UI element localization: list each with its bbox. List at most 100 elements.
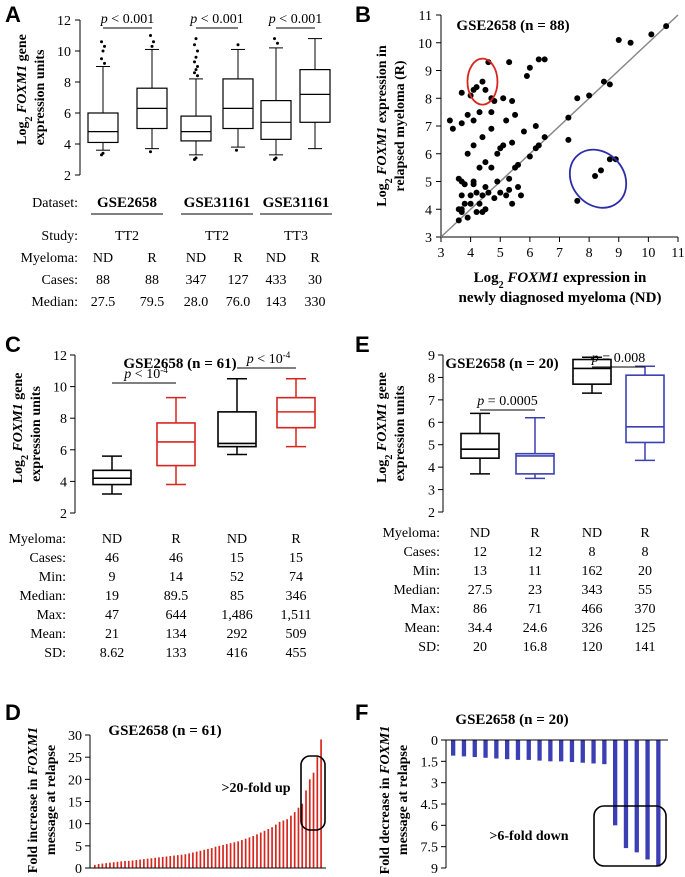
a-cell: ND xyxy=(266,251,286,266)
d-bar xyxy=(214,846,217,868)
e-row-label: Min: xyxy=(413,564,440,579)
d-bar xyxy=(229,843,232,868)
d-bar xyxy=(105,863,108,868)
d-bar xyxy=(97,864,100,868)
d-bar xyxy=(316,757,319,868)
f-bar xyxy=(526,740,531,760)
a-outlier xyxy=(100,40,103,44)
f-y-tick-label: 0 xyxy=(431,734,438,749)
f-bar xyxy=(656,740,661,867)
f-y-tick-label: 9 xyxy=(431,862,438,877)
e-row-label: Cases: xyxy=(403,545,440,560)
b-y-tick-label: 4 xyxy=(425,203,432,218)
d-bar xyxy=(192,852,194,868)
d-bar xyxy=(101,863,104,868)
f-y-tick-label: 4.5 xyxy=(421,798,439,813)
b-x-tick-label: 3 xyxy=(438,246,445,261)
b-point xyxy=(526,153,533,160)
a-y-tick-label: 12 xyxy=(57,14,71,29)
e-cell: 16.8 xyxy=(523,640,548,655)
f-bar xyxy=(623,740,629,849)
b-point xyxy=(615,36,622,43)
b-point xyxy=(476,164,483,171)
a-dataset-name: GSE2658 xyxy=(97,195,157,211)
d-bar xyxy=(218,845,221,868)
panel-letter-c: C xyxy=(5,332,21,357)
b-point xyxy=(470,142,477,149)
d-bar xyxy=(244,838,247,868)
c-cell: 15 xyxy=(230,551,244,566)
c-cell: ND xyxy=(102,532,122,547)
b-point xyxy=(606,81,613,88)
a-row-label: Myeloma: xyxy=(20,251,78,266)
d-bar xyxy=(124,860,126,868)
f-bar xyxy=(580,740,585,763)
d-bar xyxy=(176,855,179,868)
b-point xyxy=(491,195,498,202)
a-outlier xyxy=(149,34,152,37)
b-point xyxy=(470,86,477,93)
c-cell: 416 xyxy=(227,646,248,661)
b-highlight-ellipse xyxy=(568,148,628,209)
e-y-tick-label: 6 xyxy=(428,416,435,431)
c-y-tick-label: 4 xyxy=(60,475,67,490)
f-bar xyxy=(613,740,618,826)
f-bar xyxy=(451,740,456,756)
b-y-tick-label: 7 xyxy=(425,120,432,135)
b-point xyxy=(565,136,572,143)
d-y-tick-label: 15 xyxy=(68,796,82,811)
e-box xyxy=(625,374,665,444)
c-cell: 455 xyxy=(286,646,307,661)
d-bar xyxy=(282,820,285,868)
e-cell: 12 xyxy=(473,545,487,560)
e-cell: 20 xyxy=(638,564,652,579)
a-outlier xyxy=(274,156,278,160)
b-point xyxy=(600,78,607,85)
b-point xyxy=(470,181,477,188)
d-bar xyxy=(286,819,288,868)
d-bar xyxy=(158,857,160,868)
e-pvalue: p = 0.008 xyxy=(591,351,645,366)
e-y-tick-label: 8 xyxy=(428,371,435,386)
panel-letter-e: E xyxy=(355,332,370,357)
b-y-tick-label: 6 xyxy=(425,148,432,163)
e-cell: 125 xyxy=(635,621,656,636)
c-cell: 47 xyxy=(105,608,119,623)
a-outlier xyxy=(194,55,198,59)
b-point xyxy=(494,178,501,185)
d-bar xyxy=(146,858,149,868)
a-cell: 88 xyxy=(96,273,110,288)
c-cell: 133 xyxy=(166,646,187,661)
a-cell: 30 xyxy=(308,273,322,288)
e-row-label: Median: xyxy=(393,583,440,598)
a-outlier xyxy=(193,71,196,75)
b-point xyxy=(506,175,513,182)
b-x-tick-label: 4 xyxy=(467,246,474,261)
b-point xyxy=(476,200,483,207)
a-cell: 76.0 xyxy=(226,295,251,310)
a-outlier xyxy=(235,148,238,152)
b-point xyxy=(535,56,542,63)
a-outlier xyxy=(103,61,106,65)
a-cell: ND xyxy=(93,251,113,266)
b-point xyxy=(606,156,613,163)
d-bar xyxy=(271,827,273,868)
a-outlier xyxy=(100,57,103,61)
a-study-value: TT2 xyxy=(205,229,229,244)
d-bar xyxy=(278,821,281,868)
e-row-label: Mean: xyxy=(404,621,440,636)
b-point xyxy=(535,142,542,149)
c-pvalue: p < 10-4 xyxy=(123,365,168,382)
e-y-tick-label: 9 xyxy=(428,349,435,364)
e-cell: 27.5 xyxy=(468,583,493,598)
c-cell: 46 xyxy=(105,551,119,566)
f-y-tick-label: 7.5 xyxy=(421,841,439,856)
c-cell: 1,511 xyxy=(281,608,312,623)
b-x-tick-label: 7 xyxy=(556,246,563,261)
e-cell: 8 xyxy=(642,545,649,560)
b-point xyxy=(464,150,471,157)
c-cell: 15 xyxy=(289,551,303,566)
a-outlier xyxy=(276,41,279,45)
e-cell: 370 xyxy=(635,602,656,617)
b-y-label: Log2 FOXM1 expression in xyxy=(375,45,395,207)
